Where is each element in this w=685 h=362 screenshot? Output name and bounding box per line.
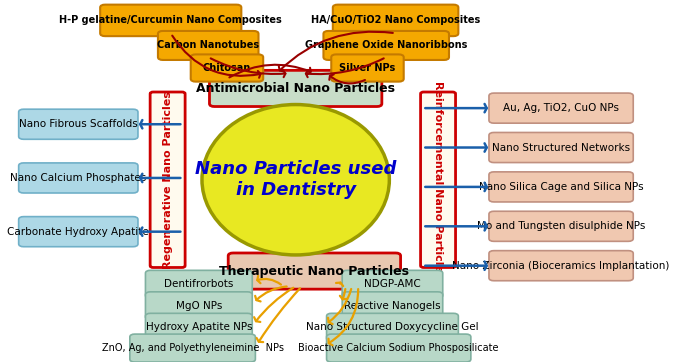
Text: Regenerative Nano Particles: Regenerative Nano Particles bbox=[162, 91, 173, 269]
FancyBboxPatch shape bbox=[18, 109, 138, 139]
Text: Silver NPs: Silver NPs bbox=[339, 63, 396, 73]
FancyBboxPatch shape bbox=[145, 292, 252, 320]
Text: H-P gelatine/Curcumin Nano Composites: H-P gelatine/Curcumin Nano Composites bbox=[60, 16, 282, 25]
Text: Nano Structured Doxycycline Gel: Nano Structured Doxycycline Gel bbox=[306, 322, 479, 332]
Text: Hydroxy Apatite NPs: Hydroxy Apatite NPs bbox=[146, 322, 252, 332]
Text: Carbon Nanotubes: Carbon Nanotubes bbox=[157, 41, 260, 50]
FancyBboxPatch shape bbox=[489, 211, 633, 241]
Text: Au, Ag, TiO2, CuO NPs: Au, Ag, TiO2, CuO NPs bbox=[503, 103, 619, 113]
FancyBboxPatch shape bbox=[228, 253, 401, 289]
Text: MgO NPs: MgO NPs bbox=[175, 301, 222, 311]
Text: Bioactive Calcium Sodium Phosposilicate: Bioactive Calcium Sodium Phosposilicate bbox=[299, 343, 499, 353]
Text: Mo and Tungsten disulphide NPs: Mo and Tungsten disulphide NPs bbox=[477, 221, 645, 231]
Text: HA/CuO/TiO2 Nano Composites: HA/CuO/TiO2 Nano Composites bbox=[311, 16, 480, 25]
FancyBboxPatch shape bbox=[342, 292, 443, 320]
FancyBboxPatch shape bbox=[100, 5, 241, 36]
FancyBboxPatch shape bbox=[190, 54, 263, 81]
Text: Nano Silica Cage and Silica NPs: Nano Silica Cage and Silica NPs bbox=[479, 182, 643, 192]
FancyBboxPatch shape bbox=[158, 31, 258, 60]
FancyBboxPatch shape bbox=[489, 172, 633, 202]
Text: Therapeutic Nano Particles: Therapeutic Nano Particles bbox=[219, 265, 410, 278]
Text: Nano Structured Networks: Nano Structured Networks bbox=[492, 143, 630, 152]
FancyBboxPatch shape bbox=[327, 334, 471, 362]
Text: NDGP-AMC: NDGP-AMC bbox=[364, 279, 421, 289]
FancyBboxPatch shape bbox=[323, 31, 449, 60]
Text: Nano Particles used
in Dentistry: Nano Particles used in Dentistry bbox=[195, 160, 397, 199]
FancyBboxPatch shape bbox=[130, 334, 256, 362]
Ellipse shape bbox=[202, 105, 389, 255]
Text: Carbonate Hydroxy Apatite: Carbonate Hydroxy Apatite bbox=[8, 227, 149, 237]
Text: Nano Fibrous Scaffolds: Nano Fibrous Scaffolds bbox=[19, 119, 138, 129]
FancyBboxPatch shape bbox=[332, 54, 403, 81]
FancyBboxPatch shape bbox=[421, 92, 456, 268]
FancyBboxPatch shape bbox=[327, 313, 458, 341]
FancyBboxPatch shape bbox=[489, 93, 633, 123]
FancyBboxPatch shape bbox=[18, 216, 138, 247]
Text: Nano Calcium Phosphates: Nano Calcium Phosphates bbox=[10, 173, 147, 183]
FancyBboxPatch shape bbox=[333, 5, 458, 36]
FancyBboxPatch shape bbox=[210, 70, 382, 106]
FancyBboxPatch shape bbox=[342, 270, 443, 298]
Text: Antimicrobial Nano Particles: Antimicrobial Nano Particles bbox=[196, 82, 395, 95]
Text: Reinforcemental Nano Particles: Reinforcemental Nano Particles bbox=[433, 81, 443, 278]
FancyBboxPatch shape bbox=[145, 313, 252, 341]
FancyBboxPatch shape bbox=[150, 92, 185, 268]
FancyBboxPatch shape bbox=[489, 132, 633, 163]
Text: ZnO, Ag, and Polyethyleneimine  NPs: ZnO, Ag, and Polyethyleneimine NPs bbox=[101, 343, 284, 353]
Text: Graphene Oxide Nanoribbons: Graphene Oxide Nanoribbons bbox=[305, 41, 467, 50]
Text: Dentifrorbots: Dentifrorbots bbox=[164, 279, 234, 289]
FancyBboxPatch shape bbox=[489, 251, 633, 281]
Text: Reactive Nanogels: Reactive Nanogels bbox=[344, 301, 440, 311]
Text: Nano Zirconia (Bioceramics Implantation): Nano Zirconia (Bioceramics Implantation) bbox=[452, 261, 670, 271]
FancyBboxPatch shape bbox=[145, 270, 252, 298]
FancyBboxPatch shape bbox=[18, 163, 138, 193]
Text: Chitosan: Chitosan bbox=[203, 63, 251, 73]
